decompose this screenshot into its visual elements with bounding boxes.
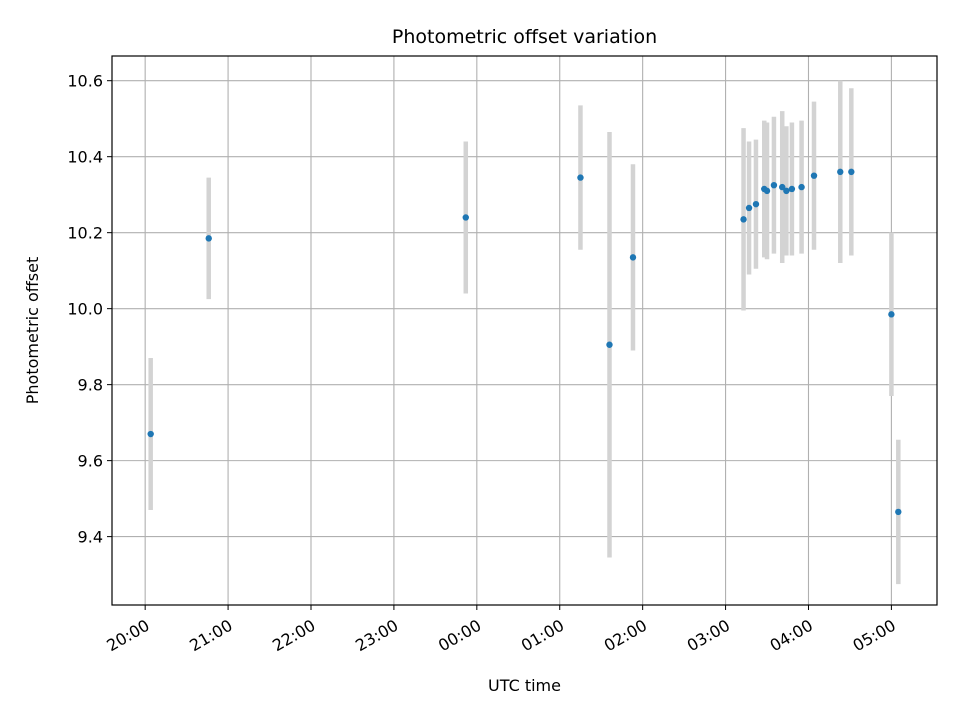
data-point xyxy=(783,187,790,195)
data-point xyxy=(810,172,818,179)
data-point xyxy=(629,254,637,261)
data-point xyxy=(895,508,902,516)
y-tick-label: 10.4 xyxy=(67,148,103,167)
y-tick-label: 10.2 xyxy=(67,224,103,243)
data-point xyxy=(770,181,778,189)
data-point xyxy=(205,235,212,242)
x-tick-label: 20:00 xyxy=(103,616,152,656)
data-point xyxy=(837,168,844,176)
data-point xyxy=(779,183,786,191)
x-tick-label: 03:00 xyxy=(684,616,733,656)
x-axis-label: UTC time xyxy=(488,676,561,695)
y-axis-ticks: 9.4 9.6 9.8 10.0 10.2 10.4 10.6 xyxy=(67,72,112,547)
data-point xyxy=(788,185,796,193)
data-point xyxy=(577,174,584,181)
y-tick-label: 9.6 xyxy=(78,452,103,471)
data-point xyxy=(462,214,469,221)
data-point xyxy=(740,216,747,223)
x-tick-label: 05:00 xyxy=(850,616,899,656)
y-tick-label: 10.6 xyxy=(67,72,103,91)
data-point xyxy=(798,183,805,191)
x-tick-label: 00:00 xyxy=(435,616,484,656)
chart-title: Photometric offset variation xyxy=(392,26,657,48)
data-point xyxy=(752,200,760,208)
y-axis-label: Photometric offset xyxy=(23,257,42,405)
x-axis-ticks: 20:00 21:00 22:00 23:00 00:00 01:00 02:00 03:00… xyxy=(103,605,899,655)
grid-lines xyxy=(112,56,937,605)
y-tick-label: 9.8 xyxy=(78,376,103,395)
data-point xyxy=(147,430,154,438)
x-tick-label: 04:00 xyxy=(767,616,816,656)
y-tick-label: 10.0 xyxy=(67,300,103,319)
x-tick-label: 22:00 xyxy=(269,616,318,656)
data-point xyxy=(745,204,753,212)
x-tick-label: 02:00 xyxy=(601,616,650,656)
x-tick-label: 21:00 xyxy=(186,616,235,656)
data-point xyxy=(848,168,855,176)
x-tick-label: 01:00 xyxy=(518,616,567,656)
y-tick-label: 9.4 xyxy=(78,528,103,547)
data-points xyxy=(147,168,902,516)
data-point xyxy=(763,187,771,195)
x-tick-label: 23:00 xyxy=(352,616,401,656)
data-point xyxy=(888,311,895,318)
plot-frame xyxy=(111,55,938,606)
data-point xyxy=(606,341,613,348)
